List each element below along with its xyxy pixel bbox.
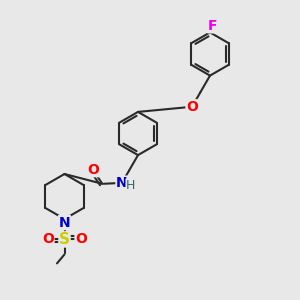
Text: F: F bbox=[208, 19, 217, 33]
Text: O: O bbox=[186, 100, 198, 114]
Text: S: S bbox=[59, 232, 70, 247]
Text: O: O bbox=[42, 232, 54, 246]
Text: N: N bbox=[116, 176, 128, 190]
Text: O: O bbox=[87, 163, 99, 177]
Text: O: O bbox=[75, 232, 87, 246]
Text: H: H bbox=[126, 179, 136, 192]
Text: N: N bbox=[59, 216, 70, 230]
